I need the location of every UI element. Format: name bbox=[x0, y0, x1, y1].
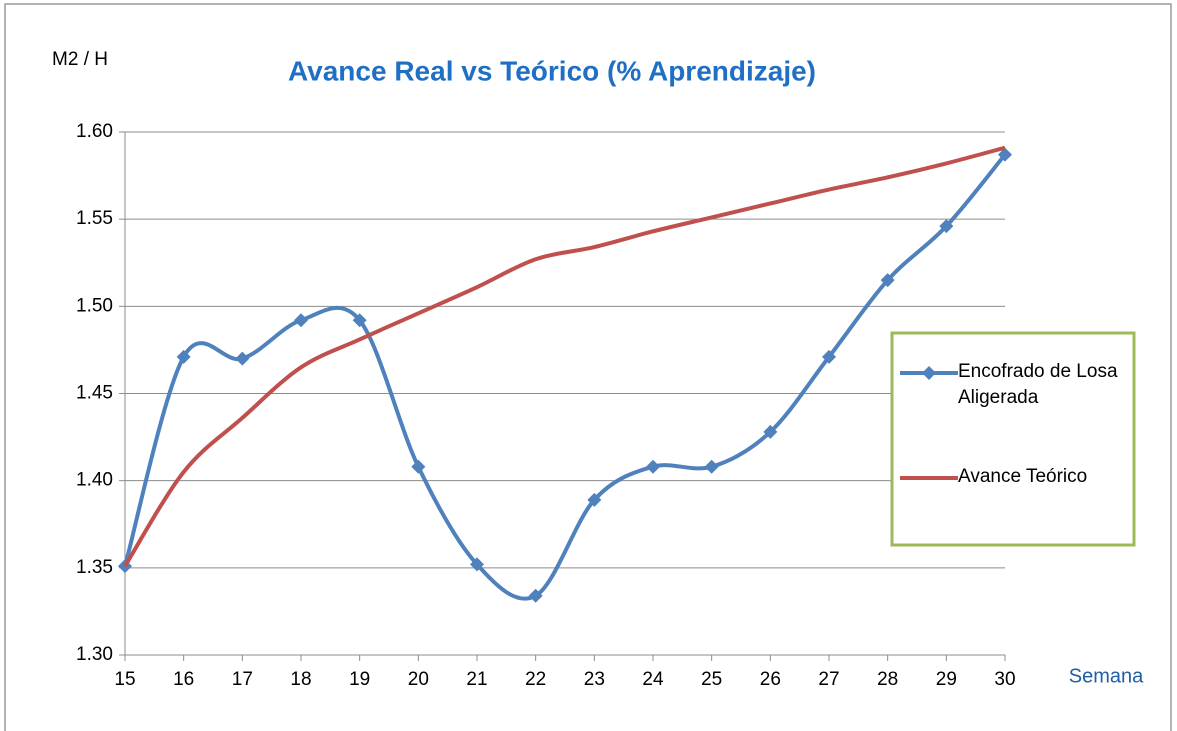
y-tick-label: 1.30 bbox=[76, 644, 113, 665]
x-tick-label: 20 bbox=[408, 669, 429, 690]
legend-label-box: Encofrado de Losa Aligerada bbox=[958, 361, 1118, 408]
y-tick-label: 1.60 bbox=[76, 121, 113, 142]
series-line bbox=[123, 153, 1007, 601]
legend-label: Avance Teórico bbox=[958, 466, 1088, 487]
x-tick-label: 24 bbox=[642, 669, 664, 690]
marker bbox=[294, 313, 308, 328]
x-tick-label: 15 bbox=[114, 669, 135, 690]
x-tick-label: 25 bbox=[701, 669, 722, 690]
legend-label-box: Avance Teórico bbox=[958, 466, 1088, 487]
chart-title: Avance Real vs Teórico (% Aprendizaje) bbox=[288, 55, 816, 86]
marker bbox=[646, 459, 660, 474]
legend-label: Encofrado de Losa Aligerada bbox=[958, 361, 1118, 408]
marker bbox=[470, 557, 484, 572]
marker bbox=[411, 459, 426, 474]
marker bbox=[763, 424, 778, 439]
x-tick-label: 28 bbox=[877, 669, 898, 690]
y-tick-label: 1.45 bbox=[76, 383, 113, 404]
marker bbox=[352, 313, 367, 328]
marker bbox=[704, 459, 719, 474]
legend-box bbox=[890, 331, 1136, 547]
x-axis-label: Semana bbox=[1069, 665, 1144, 687]
legend-marker bbox=[922, 366, 936, 380]
y-tick-label: 1.35 bbox=[76, 557, 113, 578]
x-tick-label: 19 bbox=[349, 669, 370, 690]
x-tick-label: 27 bbox=[818, 669, 839, 690]
y-tick-label: 1.40 bbox=[76, 470, 113, 491]
x-tick-label: 30 bbox=[994, 669, 1015, 690]
y-tick-label: 1.50 bbox=[76, 295, 113, 316]
x-tick-label: 21 bbox=[466, 669, 487, 690]
y-tick-label: 1.55 bbox=[76, 208, 113, 229]
marker bbox=[880, 273, 895, 288]
y-axis-label: M2 / H bbox=[52, 49, 108, 70]
marker bbox=[822, 349, 836, 364]
x-tick-label: 17 bbox=[232, 669, 253, 690]
marker bbox=[939, 219, 954, 234]
marker bbox=[998, 147, 1012, 162]
x-tick-label: 26 bbox=[760, 669, 781, 690]
x-tick-label: 18 bbox=[290, 669, 311, 690]
series-line bbox=[123, 145, 1006, 568]
x-tick-label: 23 bbox=[584, 669, 605, 690]
marker bbox=[235, 351, 250, 366]
marker bbox=[528, 588, 543, 603]
x-tick-label: 22 bbox=[525, 669, 546, 690]
x-tick-label: 29 bbox=[936, 669, 957, 690]
marker bbox=[587, 492, 602, 507]
x-tick-label: 16 bbox=[173, 669, 194, 690]
frame bbox=[4, 3, 1172, 731]
marker bbox=[176, 349, 191, 364]
